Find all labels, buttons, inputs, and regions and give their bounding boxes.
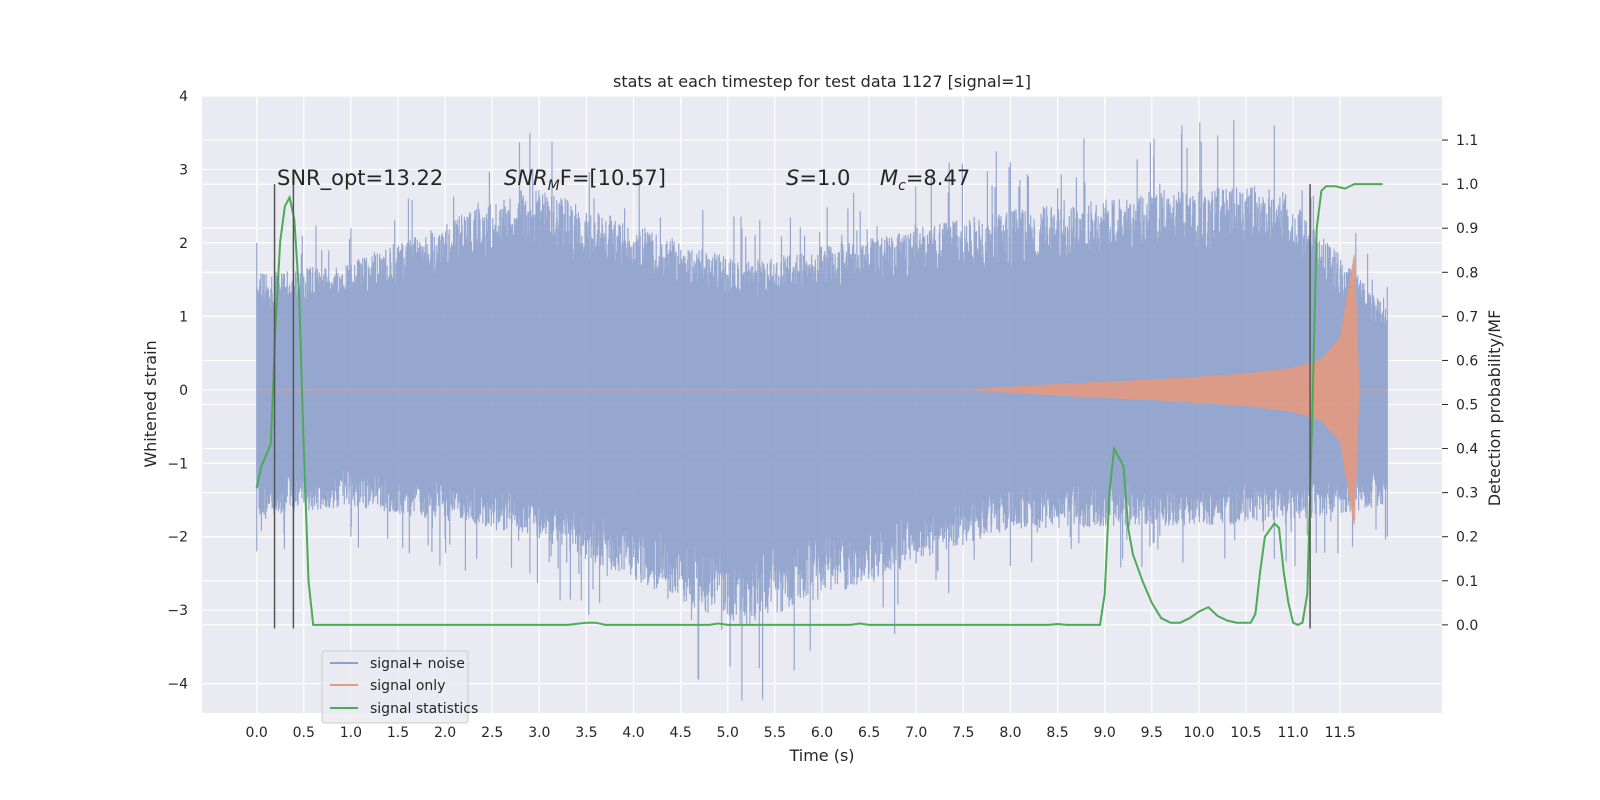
y-left-tick-label: 2: [179, 236, 188, 252]
y-left-tick-labels: 4 3 2 1 0 −1 −2 −3 −4: [167, 89, 188, 693]
chart-title: stats at each timestep for test data 112…: [613, 72, 1031, 91]
y-right-tick-label: 0.4: [1456, 442, 1478, 458]
y-right-tick-label: 1.1: [1456, 133, 1478, 149]
x-tick-label: 9.0: [1094, 725, 1116, 741]
legend-label-signal-noise: signal+ noise: [370, 656, 465, 672]
annotation-snr-opt: SNR_opt=13.22: [277, 166, 443, 191]
legend: signal+ noise signal only signal statist…: [321, 650, 478, 724]
y-axis-label-left: Whitened strain: [141, 340, 160, 467]
mc-sym: M: [880, 166, 898, 190]
vertical-markers: [273, 184, 1311, 629]
x-tick-label: 3.5: [575, 725, 597, 741]
y-left-tick-label: 3: [179, 162, 188, 178]
s-sym: S: [786, 166, 799, 190]
x-tick-label: 0.5: [293, 725, 315, 741]
mc-rest: =8.47: [906, 166, 970, 190]
x-tick-labels: 0.0 0.5 1.0 1.5 2.0 2.5 3.0 3.5 4.0 4.5 5.0 5.5 6.0 6…: [246, 725, 1356, 741]
y-right-tick-label: 0.0: [1456, 618, 1478, 634]
x-tick-label: 3.0: [528, 725, 550, 741]
x-tick-label: 4.5: [670, 725, 692, 741]
x-tick-label: 0.0: [246, 725, 268, 741]
x-tick-label: 10.0: [1183, 725, 1214, 741]
series-signal-statistics: [255, 183, 1383, 627]
annotation-mc: Mc=8.47: [880, 166, 970, 194]
legend-label-signal-only: signal only: [370, 678, 445, 694]
x-tick-label: 4.0: [622, 725, 644, 741]
x-tick-label: 6.0: [811, 725, 833, 741]
legend-label-signal-statistics: signal statistics: [370, 701, 478, 717]
x-tick-label: 7.5: [952, 725, 974, 741]
y-left-tick-label: −3: [167, 603, 188, 619]
annotation-snr-mf: SNRMF=[10.57]: [504, 166, 666, 194]
legend-box: [321, 650, 469, 724]
y-right-tick-label: 0.2: [1456, 530, 1478, 546]
snr-mf-sub: M: [548, 178, 560, 194]
x-tick-label: 2.5: [481, 725, 503, 741]
x-tick-label: 5.5: [764, 725, 786, 741]
x-tick-label: 1.0: [340, 725, 362, 741]
series-layer: [255, 120, 1388, 701]
y-left-tick-label: 4: [179, 89, 188, 105]
x-tick-label: 11.5: [1325, 725, 1356, 741]
y-right-tick-label: 0.8: [1456, 265, 1478, 281]
y-left-tick-label: 0: [179, 383, 188, 399]
x-tick-label: 7.0: [905, 725, 927, 741]
y-left-tick-label: −1: [167, 456, 188, 472]
x-tick-label: 6.5: [858, 725, 880, 741]
x-tick-label: 8.5: [1046, 725, 1068, 741]
x-tick-label: 5.0: [717, 725, 739, 741]
y-right-tick-label: 0.9: [1456, 221, 1478, 237]
x-tick-label: 10.5: [1230, 725, 1261, 741]
x-axis-label: Time (s): [788, 746, 854, 765]
s-rest: =1.0: [799, 166, 850, 190]
y-left-tick-label: 1: [179, 309, 188, 325]
x-tick-label: 9.5: [1141, 725, 1163, 741]
snr-mf-rest: F=[10.57]: [560, 166, 666, 190]
annotation-s: S=1.0: [786, 166, 850, 190]
y-right-tick-label: 0.6: [1456, 353, 1478, 369]
y-left-tick-label: −4: [167, 677, 188, 693]
x-tick-label: 1.5: [387, 725, 409, 741]
y-right-tick-labels: 1.1 1.0 0.9 0.8 0.7 0.6 0.5 0.4 0.3 0.2 0.1 0.0: [1442, 133, 1478, 634]
x-tick-label: 11.0: [1278, 725, 1309, 741]
y-right-tick-label: 0.1: [1456, 574, 1478, 590]
y-left-tick-label: −2: [167, 530, 188, 546]
mc-sub: c: [898, 178, 906, 194]
x-tick-label: 2.0: [434, 725, 456, 741]
y-right-tick-label: 0.7: [1456, 309, 1478, 325]
snr-mf-base: SNR: [504, 166, 548, 190]
y-right-tick-label: 0.3: [1456, 486, 1478, 502]
y-axis-label-right: Detection probability/MF: [1485, 310, 1504, 507]
x-tick-label: 8.0: [999, 725, 1021, 741]
y-right-tick-label: 1.0: [1456, 177, 1478, 193]
y-right-tick-label: 0.5: [1456, 398, 1478, 414]
